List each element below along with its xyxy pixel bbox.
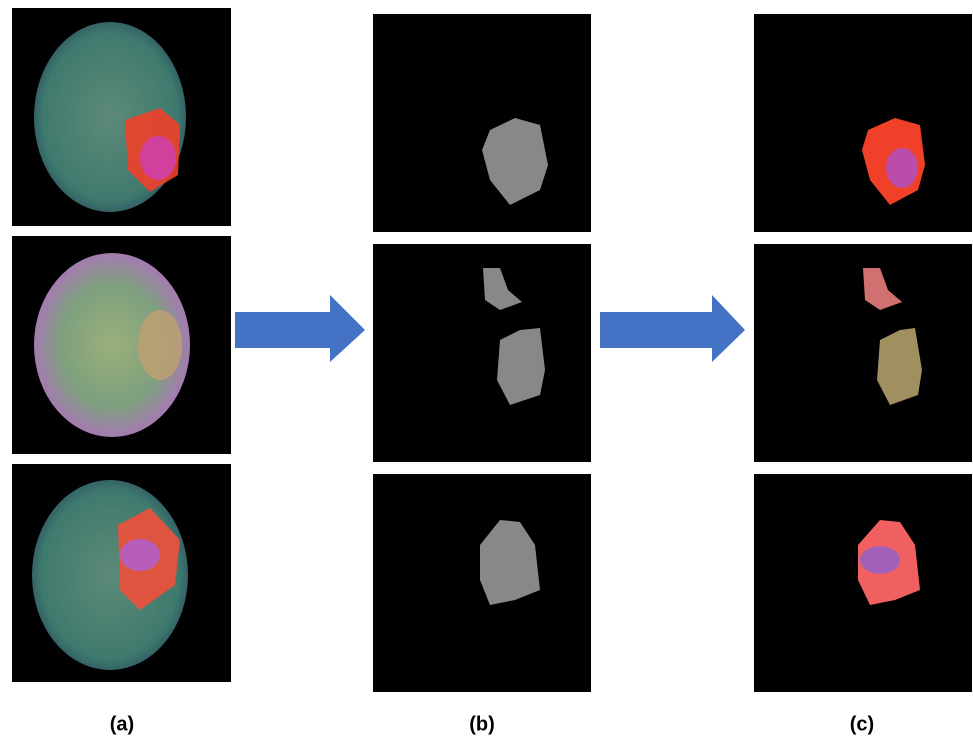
tumor-region	[138, 310, 182, 380]
arrow	[235, 295, 365, 362]
page: (a) (b) (c) (() => { const data = JSON.p…	[0, 0, 973, 741]
input-column	[12, 8, 231, 682]
output-image	[754, 244, 972, 462]
mask-image	[373, 244, 591, 462]
output-column	[754, 14, 972, 692]
mask-column	[373, 14, 591, 692]
panel-label: (a)	[110, 713, 134, 735]
mask-image	[373, 14, 591, 232]
tumor-core	[860, 546, 900, 574]
tumor-core	[140, 136, 176, 180]
tumor-core	[886, 148, 918, 188]
output-image	[754, 14, 972, 232]
mask-region	[497, 328, 545, 405]
arrow	[600, 295, 745, 362]
figure: (a) (b) (c)	[0, 0, 973, 741]
panel-label: (c)	[850, 713, 874, 735]
tumor-core	[120, 539, 160, 571]
panel-label: (b)	[469, 713, 495, 735]
